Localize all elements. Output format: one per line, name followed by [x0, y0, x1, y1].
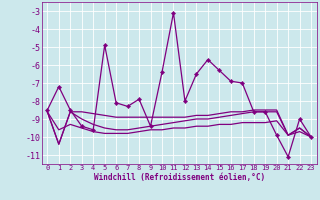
X-axis label: Windchill (Refroidissement éolien,°C): Windchill (Refroidissement éolien,°C) [94, 173, 265, 182]
